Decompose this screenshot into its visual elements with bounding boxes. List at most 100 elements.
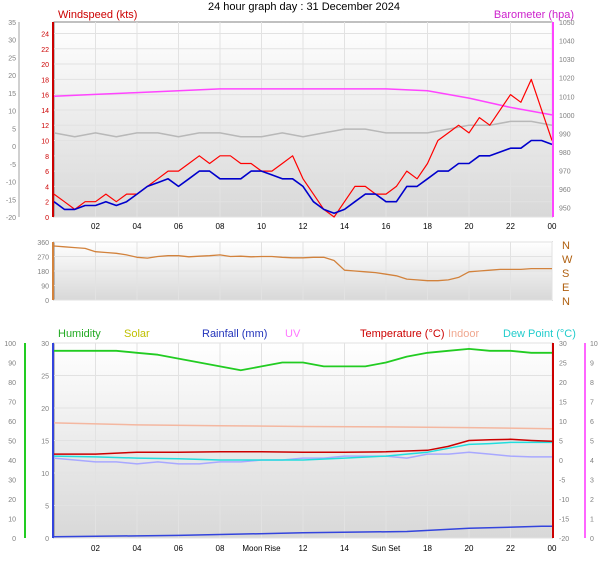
temperature-tick-label: 25 <box>559 361 567 368</box>
wind-y-outer-tick-label: 10 <box>8 109 16 116</box>
wind-y-outer-tick-label: 20 <box>8 73 16 80</box>
rainfall-tick-label: 15 <box>41 439 49 446</box>
barometer-tick-label: 990 <box>559 131 571 138</box>
dewpoint-line <box>53 441 552 461</box>
climate-x-tick-label: Sun Set <box>372 544 401 553</box>
wind-y-outer-tick-label: 5 <box>12 126 16 133</box>
wind-y-outer-tick-label: 25 <box>8 55 16 62</box>
wind-y-inner-tick-label: 24 <box>41 31 49 38</box>
rainfall-tick-label: 30 <box>41 341 49 348</box>
barometer-tick-label: 960 <box>559 187 571 194</box>
climate-x-tick-label: 18 <box>423 544 432 553</box>
wind-x-tick-label: 20 <box>465 222 474 231</box>
climate-x-tick-label: 06 <box>174 544 183 553</box>
temperature-tick-label: -20 <box>559 536 569 543</box>
wind-y-inner-tick-label: 12 <box>41 123 49 130</box>
temperature-tick-label: 30 <box>559 341 567 348</box>
rainfall-line <box>53 525 552 538</box>
uv-tick-label: 9 <box>590 361 594 368</box>
climate-x-tick-label: 00 <box>548 544 557 553</box>
uv-tick-label: 3 <box>590 478 594 485</box>
wind-y-inner-tick-label: 2 <box>45 200 49 207</box>
wind-x-tick-label: 18 <box>423 222 432 231</box>
temperature-tick-label: 20 <box>559 380 567 387</box>
barometer-tick-label: 1050 <box>559 20 575 27</box>
secondary-temperature-line <box>53 451 552 465</box>
wind-x-tick-label: 16 <box>382 222 391 231</box>
rainfall-label: Rainfall (mm) <box>202 328 267 340</box>
barometer-tick-label: 1000 <box>559 113 575 120</box>
compass-label: N <box>562 296 570 308</box>
temperature-line <box>54 438 553 455</box>
barometer-tick-label: 1010 <box>559 94 575 101</box>
temperature-label: Temperature (°C) <box>360 328 444 340</box>
humidity-tick-label: 30 <box>8 478 16 485</box>
rainfall-tick-label: 0 <box>45 536 49 543</box>
humidity-tick-label: 70 <box>8 400 16 407</box>
wind-x-tick-label: 10 <box>257 222 266 231</box>
humidity-tick-label: 40 <box>8 458 16 465</box>
barometer-tick-label: 1040 <box>559 39 575 46</box>
wind-direction-line <box>53 245 552 282</box>
barometer-axis-label: Barometer (hpa) <box>494 9 574 21</box>
climate-x-tick-label: 20 <box>465 544 474 553</box>
wind-x-tick-label: 22 <box>506 222 515 231</box>
direction-tick-label: 360 <box>37 240 49 247</box>
uv-tick-label: 10 <box>590 341 598 348</box>
wind-y-outer-tick-label: 15 <box>8 91 16 98</box>
humidity-tick-label: 100 <box>4 341 16 348</box>
barometer-tick-label: 950 <box>559 206 571 213</box>
wind-x-tick-label: 14 <box>340 222 349 231</box>
wind-y-outer-tick-label: -20 <box>6 215 16 222</box>
temperature-tick-label: 5 <box>559 439 563 446</box>
wind-y-inner-tick-label: 0 <box>45 215 49 222</box>
direction-tick-label: 180 <box>37 269 49 276</box>
rainfall-tick-label: 25 <box>41 374 49 381</box>
humidity-line <box>54 347 552 372</box>
wind-y-outer-tick-label: -10 <box>6 180 16 187</box>
rainfall-tick-label: 20 <box>41 406 49 413</box>
wind-y-inner-tick-label: 4 <box>45 184 49 191</box>
wind-y-outer-tick-label: -5 <box>10 162 16 169</box>
temperature-tick-label: 15 <box>559 400 567 407</box>
page-title: 24 hour graph day : 31 December 2024 <box>208 1 400 13</box>
direction-tick-label: 0 <box>45 298 49 305</box>
rainfall-tick-label: 5 <box>45 504 49 511</box>
climate-x-tick-label: 04 <box>133 544 142 553</box>
barometer-tick-label: 970 <box>559 169 571 176</box>
temperature-tick-label: 10 <box>559 419 567 426</box>
temperature-tick-label: 0 <box>559 458 563 465</box>
wind-y-inner-tick-label: 20 <box>41 62 49 69</box>
barometer-line <box>53 88 553 116</box>
temperature-tick-label: -15 <box>559 517 569 524</box>
windspeed-average-line <box>53 139 553 214</box>
compass-label: S <box>562 268 569 280</box>
uv-label: UV <box>285 328 301 340</box>
barometer-tick-label: 980 <box>559 150 571 157</box>
temperature-tick-label: -10 <box>559 497 569 504</box>
uv-tick-label: 0 <box>590 536 594 543</box>
wind-y-inner-tick-label: 14 <box>41 108 49 115</box>
uv-tick-label: 7 <box>590 400 594 407</box>
wind-y-outer-tick-label: 30 <box>8 38 16 45</box>
climate-x-tick-label: 08 <box>216 544 225 553</box>
humidity-tick-label: 80 <box>8 380 16 387</box>
gust-average-line <box>53 120 553 138</box>
indoor-temperature-line <box>53 422 553 430</box>
humidity-tick-label: 0 <box>12 536 16 543</box>
humidity-tick-label: 10 <box>8 517 16 524</box>
climate-x-tick-label: 12 <box>299 544 308 553</box>
wind-x-tick-label: 12 <box>299 222 308 231</box>
compass-label: N <box>562 240 570 252</box>
temperature-tick-label: -5 <box>559 478 565 485</box>
barometer-tick-label: 1020 <box>559 76 575 83</box>
uv-tick-label: 6 <box>590 419 594 426</box>
uv-tick-label: 1 <box>590 517 594 524</box>
direction-tick-label: 270 <box>37 255 49 262</box>
humidity-label: Humidity <box>58 328 101 340</box>
climate-x-tick-label: 22 <box>506 544 515 553</box>
dewpoint-label: Dew Point (°C) <box>503 328 576 340</box>
wind-x-tick-label: 08 <box>216 222 225 231</box>
humidity-tick-label: 60 <box>8 419 16 426</box>
